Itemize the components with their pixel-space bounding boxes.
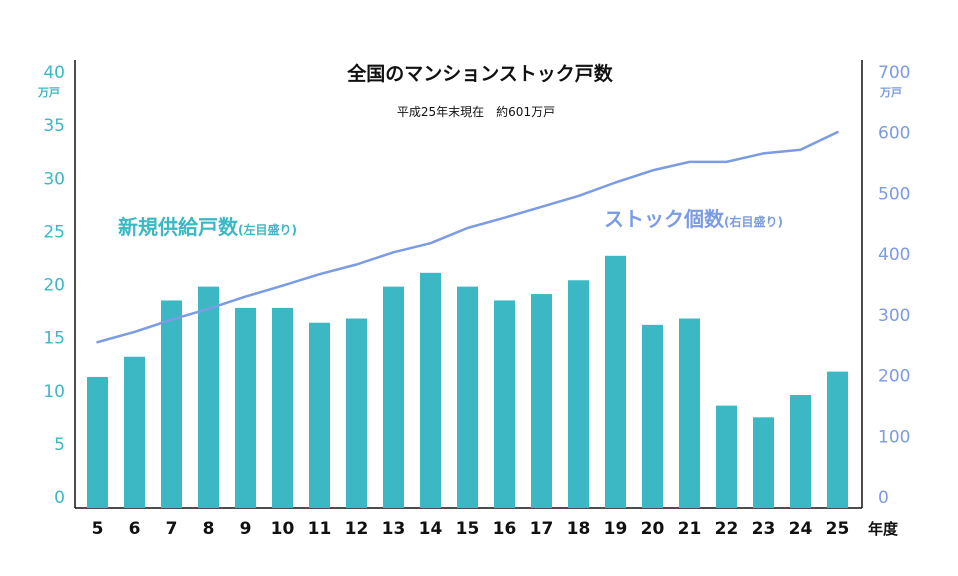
bar-annotation-main: 新規供給戸数 [118, 215, 239, 239]
bar [235, 307, 256, 508]
right-axis-unit: 万戸 [879, 86, 902, 99]
x-axis-unit: 年度 [868, 520, 899, 538]
bar [716, 405, 737, 508]
bar [568, 280, 589, 508]
x-tick-label: 7 [166, 519, 178, 539]
x-tick-label: 21 [678, 519, 702, 539]
x-tick-label: 6 [129, 519, 141, 539]
x-tick-label: 12 [345, 519, 369, 539]
right-tick-label: 300 [878, 306, 910, 326]
left-tick-label: 40 [43, 63, 65, 83]
x-tick-label: 14 [419, 519, 443, 539]
bar [272, 307, 293, 508]
right-tick-label: 400 [878, 245, 910, 265]
bar [531, 294, 552, 508]
stock-line [96, 130, 839, 344]
line-annotation-main: ストック個数 [604, 207, 725, 231]
bar [161, 300, 182, 508]
x-tick-label: 25 [826, 519, 850, 539]
left-tick-label: 10 [43, 382, 65, 402]
bar-annotation-sub: (左目盛り) [238, 222, 297, 237]
right-tick-label: 500 [878, 184, 910, 204]
x-tick-label: 18 [567, 519, 591, 539]
left-tick-label: 30 [43, 169, 65, 189]
x-tick-label: 11 [308, 519, 332, 539]
bar [346, 318, 367, 508]
left-tick-label: 25 [43, 222, 65, 242]
x-tick-label: 17 [530, 519, 554, 539]
x-tick-label: 15 [456, 519, 480, 539]
x-tick-label: 8 [203, 519, 215, 539]
left-tick-label: 5 [54, 435, 65, 455]
bar [790, 395, 811, 508]
x-tick-label: 16 [493, 519, 517, 539]
x-tick-label: 19 [604, 519, 628, 539]
x-tick-label: 13 [382, 519, 406, 539]
x-tick-labels: 5 6 7 8 9 10 11 12 13 14 15 16 17 18 19 20 21 22 23 24 25 [92, 519, 850, 539]
x-tick-label: 20 [641, 519, 665, 539]
right-tick-label: 100 [878, 427, 910, 447]
right-tick-label: 200 [878, 367, 910, 387]
x-tick-label: 5 [92, 519, 104, 539]
x-tick-label: 23 [752, 519, 776, 539]
right-tick-label: 700 [878, 63, 910, 83]
bar [679, 318, 700, 508]
x-tick-label: 22 [715, 519, 739, 539]
bar [753, 417, 774, 508]
x-tick-label: 10 [271, 519, 295, 539]
right-y-axis: 万戸 [861, 60, 902, 508]
bar [198, 286, 219, 508]
line-series [96, 130, 839, 344]
bar [124, 356, 145, 508]
bar [87, 376, 108, 508]
right-tick-labels: 0 100 200 300 400 500 600 700 [878, 63, 910, 508]
left-axis-unit: 万戸 [37, 86, 60, 99]
bar-series [87, 255, 848, 508]
right-tick-label: 0 [878, 488, 889, 508]
x-tick-label: 24 [789, 519, 813, 539]
bar [642, 324, 663, 508]
left-tick-labels: 0 5 10 15 20 25 30 35 40 [43, 63, 65, 508]
chart-subtitle: 平成25年末現在 約601万戸 [397, 104, 555, 119]
bar [309, 322, 330, 508]
line-series-annotation: ストック個数(右目盛り) [604, 207, 783, 231]
left-tick-label: 0 [54, 488, 65, 508]
left-y-axis: 万戸 [37, 60, 76, 508]
right-tick-label: 600 [878, 124, 910, 144]
left-tick-label: 15 [43, 329, 65, 349]
bar [383, 286, 404, 508]
bar [494, 300, 515, 508]
bar [420, 272, 441, 508]
bar-series-annotation: 新規供給戸数(左目盛り) [118, 215, 297, 239]
bar [827, 371, 848, 508]
line-annotation-sub: (右目盛り) [724, 214, 783, 229]
x-tick-label: 9 [240, 519, 252, 539]
bar [457, 286, 478, 508]
bar [605, 255, 626, 508]
chart-title: 全国のマンションストック戸数 [346, 62, 614, 85]
left-tick-label: 20 [43, 276, 65, 296]
left-tick-label: 35 [43, 116, 65, 136]
